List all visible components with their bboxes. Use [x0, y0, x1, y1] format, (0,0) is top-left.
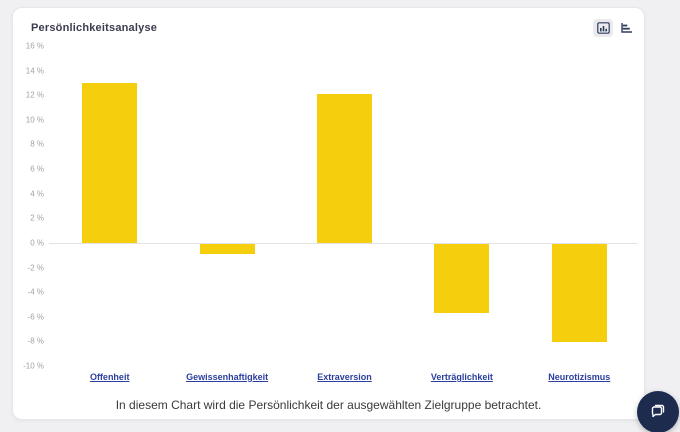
bar-extraversion[interactable] [317, 94, 372, 243]
bar-verträglichkeit[interactable] [434, 243, 490, 313]
card-header: Persönlichkeitsanalyse [31, 16, 636, 40]
chart-card: Persönlichkeitsanalyse [12, 7, 645, 420]
y-axis-tick-label: -8 % [27, 336, 44, 346]
column-chart-icon [596, 22, 610, 34]
y-axis-tick-label: -2 % [27, 263, 44, 273]
bar-chart-toggle-button[interactable] [616, 19, 636, 37]
column-chart-toggle-button[interactable] [593, 19, 613, 37]
category-link[interactable]: Offenheit [89, 372, 130, 382]
y-axis-tick-label: 16 % [25, 41, 44, 51]
y-axis-tick-label: 8 % [30, 139, 44, 149]
chart-caption: In diesem Chart wird die Persönlichkeit … [115, 398, 542, 412]
bar-chart-plot: 16 % 14 % 12 % 10 % 8 % 6 % 4 % 2 % 0 % -2 % -4 % -… [23, 42, 638, 382]
category-link[interactable]: Neurotizismus [548, 372, 611, 382]
category-link[interactable]: Extraversion [317, 372, 372, 382]
y-axis-tick-label: 2 % [30, 213, 44, 223]
category-link[interactable]: Gewissenhaftigkeit [186, 372, 269, 382]
category-link[interactable]: Verträglichkeit [430, 372, 493, 382]
y-axis-tick-label: -6 % [27, 312, 44, 322]
y-axis-tick-label: 6 % [30, 164, 44, 174]
y-axis-tick-label: -10 % [23, 361, 44, 371]
chart-type-toolbar [593, 19, 636, 37]
y-axis-tick-label: -4 % [27, 287, 44, 297]
bar-neurotizismus[interactable] [551, 243, 607, 343]
y-axis-tick-label: 4 % [30, 189, 44, 199]
zero-axis-line [49, 242, 638, 244]
chart-title: Persönlichkeitsanalyse [31, 22, 158, 34]
y-axis-tick-label: 10 % [25, 115, 44, 125]
chat-icon [648, 401, 668, 424]
bar-gewissenhaftigkeit[interactable] [199, 243, 255, 254]
y-axis-tick-label: 12 % [25, 90, 44, 100]
y-axis-tick-label: 14 % [25, 66, 44, 76]
bar-offenheit[interactable] [82, 82, 138, 243]
y-axis-tick-label: 0 % [30, 238, 44, 248]
bar-chart-icon [620, 22, 633, 34]
chat-fab-button[interactable] [637, 391, 679, 432]
